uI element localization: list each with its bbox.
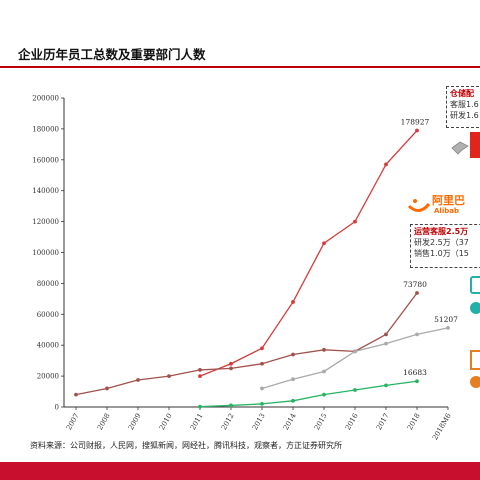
data-point xyxy=(322,369,326,374)
x-tick-label: 2017 xyxy=(375,412,391,431)
data-point xyxy=(260,361,264,366)
chart-labels: 178927 73780 51207 16683 xyxy=(401,118,458,378)
y-tick-label: 140000 xyxy=(32,187,59,195)
data-point xyxy=(291,352,295,357)
data-point xyxy=(136,378,140,382)
data-point xyxy=(322,241,326,246)
series-line xyxy=(199,380,418,408)
x-tick-label: 2018 xyxy=(406,412,422,431)
alibaba-callout-line: 销售1.0万（15 xyxy=(414,249,469,258)
series-line xyxy=(199,130,418,377)
data-point xyxy=(198,368,202,372)
page-title: 企业历年员工总数及重要部门人数 xyxy=(18,47,206,62)
chart-axes: 0 20000 40000 60000 80000 100000 120000 140000 1… xyxy=(32,95,453,442)
data-label: 16683 xyxy=(403,368,427,377)
x-tick-label: 2013 xyxy=(251,412,267,431)
jd-mascot-icon xyxy=(450,138,470,156)
y-tick-label: 100000 xyxy=(32,249,59,257)
jd-logo-mark xyxy=(470,132,480,158)
series-line xyxy=(261,327,449,390)
data-point xyxy=(291,377,295,382)
data-point xyxy=(353,388,357,392)
data-point xyxy=(415,128,419,133)
data-point xyxy=(415,332,419,337)
jd-callout-line: 研发1.6 xyxy=(450,111,479,120)
y-tick-label: 40000 xyxy=(37,342,59,350)
data-point xyxy=(74,392,78,397)
data-point xyxy=(198,374,202,378)
data-point xyxy=(446,325,450,330)
data-point xyxy=(260,346,264,351)
footer-bar xyxy=(0,462,480,480)
x-tick-label: 2016 xyxy=(344,412,360,432)
data-point xyxy=(105,386,109,391)
data-point xyxy=(260,386,264,391)
data-point xyxy=(229,361,233,366)
x-tick-label: 2010 xyxy=(158,412,174,431)
y-tick-label: 20000 xyxy=(37,373,59,381)
x-tick-label: 2009 xyxy=(127,412,143,431)
y-tick-label: 160000 xyxy=(32,156,59,164)
data-label: 178927 xyxy=(401,118,430,127)
title-divider xyxy=(0,66,480,68)
y-tick-label: 60000 xyxy=(37,311,59,319)
data-point xyxy=(384,341,388,346)
alibaba-callout-line: 研发2.5万（37 xyxy=(414,238,469,247)
alibaba-department-callout: 运营客服2.5万 研发2.5万（37 销售1.0万（15 xyxy=(410,224,480,268)
data-point xyxy=(384,162,388,167)
data-point xyxy=(353,219,357,224)
x-tick-label: 2018M6 xyxy=(431,412,453,442)
y-tick-label: 120000 xyxy=(32,218,59,226)
data-point xyxy=(322,392,326,397)
data-point xyxy=(291,300,295,304)
data-point xyxy=(353,349,357,354)
orange-logo-icon xyxy=(470,350,480,370)
source-note: 资料来源：公司财报，人民网，搜狐新闻，网经社，腾讯科技，观察者，方正证券研究所 xyxy=(30,441,342,450)
alibaba-callout-heading: 运营客服2.5万 xyxy=(414,227,469,236)
jd-callout-heading: 仓储配 xyxy=(450,89,474,98)
x-tick-label: 2014 xyxy=(282,412,298,432)
data-point xyxy=(384,383,388,388)
data-point xyxy=(229,366,233,371)
data-point xyxy=(260,402,264,406)
data-point xyxy=(415,379,419,384)
data-point xyxy=(291,398,295,403)
data-point xyxy=(229,403,233,408)
alibaba-logo: 阿里巴 Alibab xyxy=(406,192,480,218)
data-point xyxy=(198,404,202,409)
orange-logo-icon xyxy=(470,376,480,388)
x-tick-label: 2011 xyxy=(189,412,205,431)
data-point xyxy=(415,291,419,295)
y-tick-label: 180000 xyxy=(32,125,59,133)
x-tick-label: 2007 xyxy=(65,412,81,431)
data-point xyxy=(384,332,388,337)
x-tick-label: 2015 xyxy=(313,412,329,431)
data-label: 51207 xyxy=(434,315,458,324)
data-label: 73780 xyxy=(403,280,427,289)
teal-logo-icon xyxy=(470,302,480,314)
jd-callout-line: 客服1.6 xyxy=(450,100,479,109)
alibaba-smile-icon xyxy=(407,199,431,212)
x-tick-label: 2008 xyxy=(96,412,112,431)
alibaba-logo-text: 阿里巴 xyxy=(432,194,465,207)
series-line xyxy=(75,292,418,396)
alibaba-logo-en: Alibab xyxy=(434,207,459,215)
teal-logo-icon xyxy=(470,276,480,294)
y-tick-label: 200000 xyxy=(32,95,59,103)
jd-department-callout: 仓储配 客服1.6 研发1.6 xyxy=(446,86,480,128)
y-tick-label: 0 xyxy=(55,404,59,412)
data-point xyxy=(322,347,326,352)
chart-series xyxy=(74,128,450,409)
y-tick-label: 80000 xyxy=(37,280,59,288)
data-point xyxy=(167,374,171,378)
x-tick-label: 2012 xyxy=(220,412,236,431)
